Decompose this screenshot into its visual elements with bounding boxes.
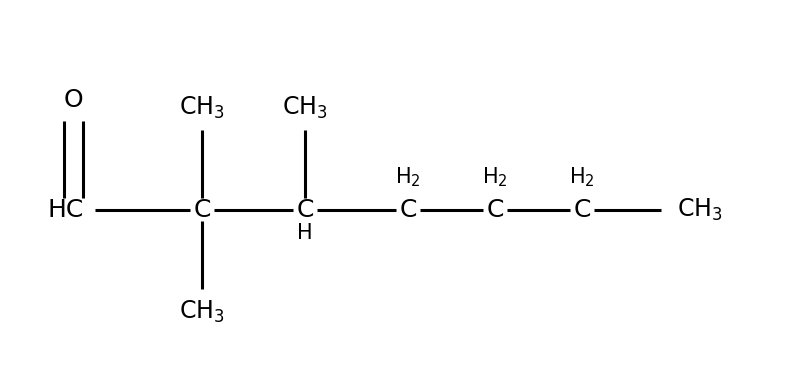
- Text: C: C: [574, 197, 590, 222]
- Text: CH$_3$: CH$_3$: [179, 298, 225, 325]
- Text: O: O: [64, 87, 84, 112]
- Text: H: H: [297, 223, 313, 243]
- Text: H$_2$: H$_2$: [482, 165, 508, 189]
- Text: H$_2$: H$_2$: [395, 165, 421, 189]
- Text: C: C: [296, 197, 314, 222]
- Text: CH$_3$: CH$_3$: [179, 95, 225, 121]
- Text: H$_2$: H$_2$: [569, 165, 595, 189]
- Text: HC: HC: [47, 197, 83, 222]
- Text: C: C: [486, 197, 504, 222]
- Text: C: C: [399, 197, 417, 222]
- Text: CH$_3$: CH$_3$: [282, 95, 328, 121]
- Text: CH$_3$: CH$_3$: [677, 197, 722, 223]
- Text: C: C: [194, 197, 210, 222]
